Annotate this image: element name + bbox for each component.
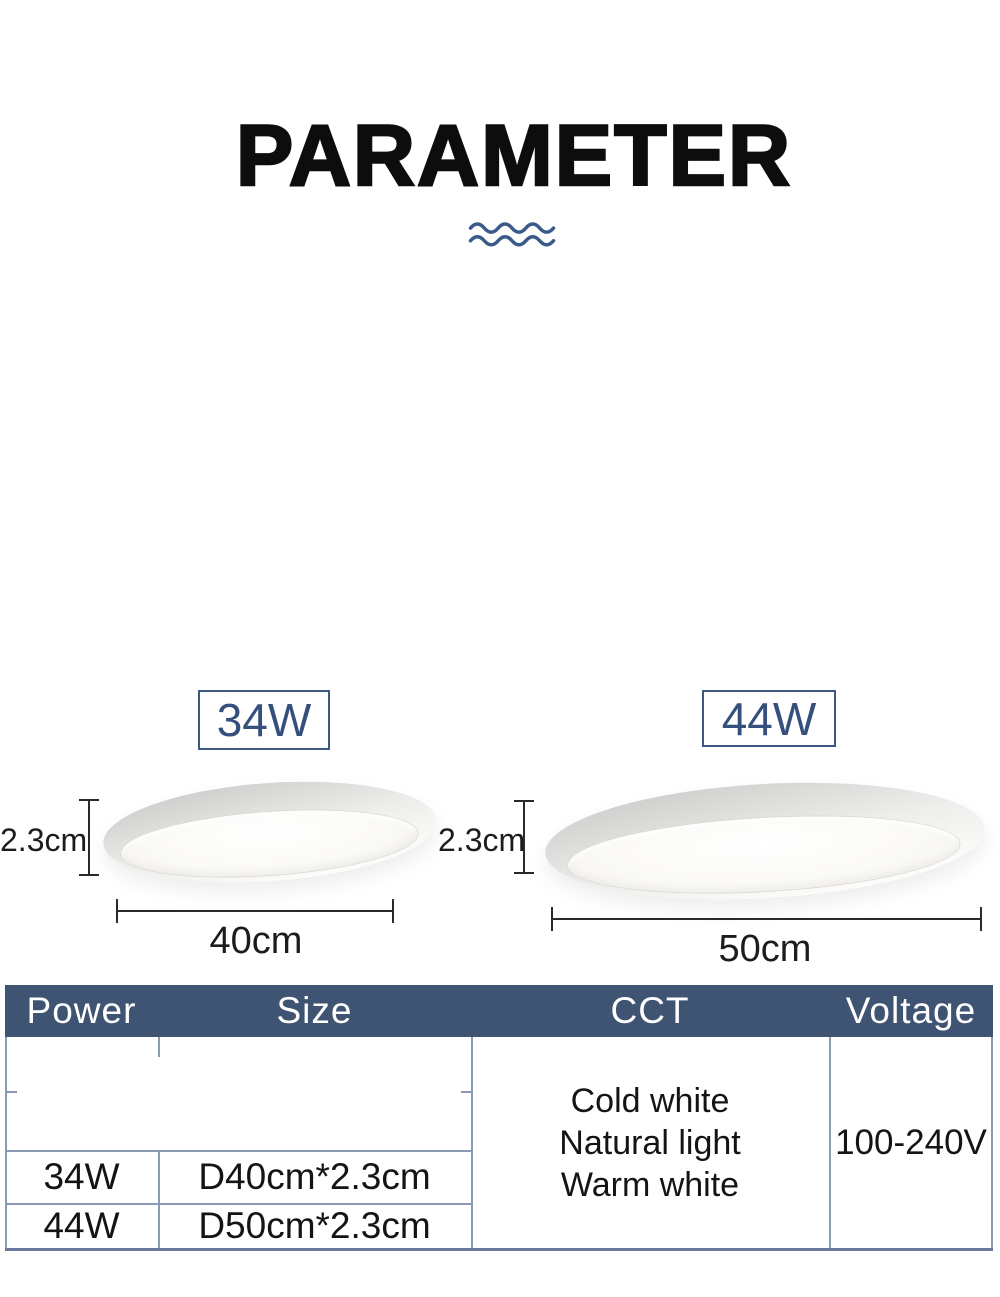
cct-option-natural-light: Natural light	[559, 1124, 741, 1162]
height-dimension-line-44w	[523, 801, 525, 874]
cell-voltage: 100-240V	[835, 1123, 987, 1162]
diameter-dimension-line-44w	[552, 918, 982, 920]
dimension-tick	[392, 899, 394, 923]
cell-power-44w: 44W	[43, 1204, 120, 1246]
dimension-tick	[79, 799, 99, 801]
wave-decoration-icon	[468, 222, 556, 247]
dimension-tick	[514, 800, 534, 802]
column-header-power: Power	[26, 990, 137, 1031]
power-badge-34w-label: 34W	[216, 694, 312, 746]
ceiling-lamp-34w-image	[99, 771, 441, 893]
ceiling-lamp-44w-image	[542, 771, 988, 911]
cell-size-44w: D50cm*2.3cm	[198, 1204, 431, 1246]
dimension-tick	[551, 907, 553, 931]
cell-size-34w: D40cm*2.3cm	[198, 1155, 431, 1197]
specification-table: Power Size CCT Voltage 34W D40cm*2.3cm 4…	[5, 985, 993, 1252]
table-divider-cct-voltage	[829, 1037, 831, 1250]
diameter-dimension-line-34w	[117, 910, 394, 912]
dimension-tick	[79, 874, 99, 876]
height-dimension-line-34w	[88, 800, 90, 876]
table-border-left	[5, 1037, 7, 1250]
column-header-size: Size	[276, 990, 353, 1031]
table-divider-power-size	[158, 1150, 160, 1250]
cell-cct-options: Cold white Natural light Warm white	[471, 1037, 829, 1249]
table-border-bottom	[5, 1248, 993, 1251]
column-header-voltage: Voltage	[845, 990, 977, 1031]
table-header-row: Power Size CCT Voltage	[5, 985, 993, 1037]
power-badge-34w: 34W	[198, 690, 330, 750]
power-badge-44w-label: 44W	[721, 692, 817, 745]
page-title: PARAMETER	[235, 108, 793, 204]
table-row-tick-left	[5, 1091, 17, 1093]
cct-option-warm-white: Warm white	[560, 1166, 740, 1204]
height-dimension-label-34w: 2.3cm	[0, 822, 88, 858]
height-dimension-label-44w: 2.3cm	[438, 822, 526, 858]
table-row-line-2	[5, 1203, 473, 1205]
table-row-line-1	[5, 1150, 473, 1152]
diameter-dimension-label-44w: 50cm	[718, 928, 812, 970]
power-badge-44w: 44W	[702, 690, 836, 747]
table-border-right	[991, 1037, 993, 1250]
diameter-dimension-label-34w: 40cm	[209, 920, 303, 962]
cell-power-34w: 34W	[43, 1155, 120, 1197]
table-row-tick-right	[461, 1091, 473, 1093]
table-divider-power-size-stub	[158, 1037, 160, 1057]
dimension-tick	[980, 907, 982, 931]
table-divider-size-cct	[471, 1037, 473, 1250]
dimension-tick	[116, 899, 118, 923]
column-header-cct: CCT	[610, 990, 690, 1031]
cct-option-cold-white: Cold white	[570, 1082, 730, 1120]
dimension-tick	[514, 872, 534, 874]
